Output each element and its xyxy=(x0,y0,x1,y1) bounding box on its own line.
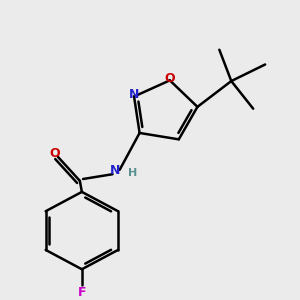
Text: F: F xyxy=(78,286,86,298)
Text: O: O xyxy=(50,148,60,160)
Text: O: O xyxy=(164,72,175,85)
Text: H: H xyxy=(128,168,137,178)
Text: N: N xyxy=(129,88,139,101)
Text: N: N xyxy=(110,164,120,177)
